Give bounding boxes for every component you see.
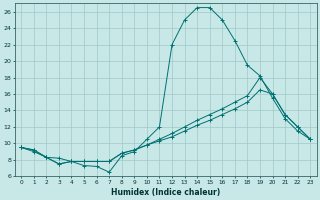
X-axis label: Humidex (Indice chaleur): Humidex (Indice chaleur) — [111, 188, 220, 197]
